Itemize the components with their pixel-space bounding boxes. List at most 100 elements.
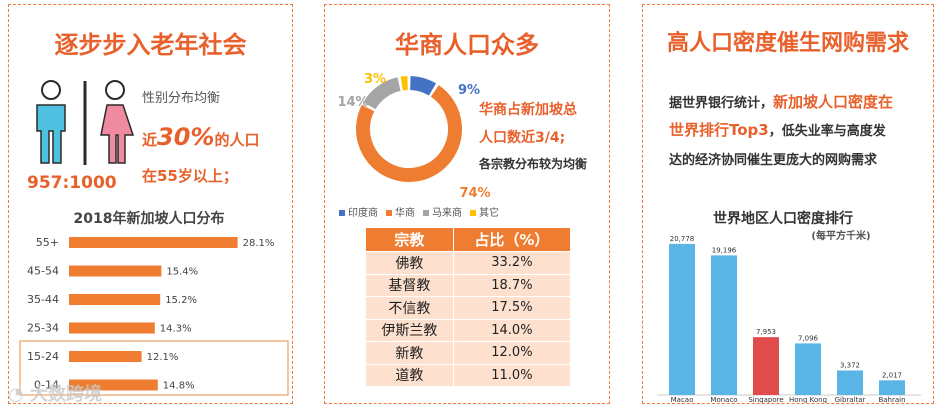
legend-label: 印度商 <box>348 208 378 219</box>
population-value-label: 28.1% <box>243 238 275 249</box>
density-chart-subtitle: (每平方千米) <box>811 229 870 242</box>
legend-swatch <box>339 210 345 216</box>
density-bar <box>669 243 695 395</box>
table-row: 基督教 18.7% <box>365 273 572 297</box>
population-value-label: 14.8% <box>163 381 195 392</box>
legend-label: 其它 <box>479 208 499 219</box>
density-category-label: Macao <box>671 396 694 403</box>
donut-slice <box>400 76 408 91</box>
population-value-label: 14.3% <box>160 324 192 335</box>
legend-item: 印度商 <box>339 204 378 219</box>
table-cell: 12.0% <box>452 341 572 365</box>
density-para-2: 世界排行Top3，低失业率与高度发 <box>669 121 886 139</box>
density-para-1: 据世界银行统计，新加坡人口密度在 <box>669 93 894 111</box>
panel-title-chinese: 华商人口众多 <box>395 31 539 59</box>
population-bar <box>69 351 142 362</box>
population-category-label: 55+ <box>36 236 59 249</box>
donut-slice <box>409 76 437 96</box>
legend-swatch <box>423 210 429 216</box>
density-value-label: 20,778 <box>670 235 695 243</box>
density-chart-title: 世界地区人口密度排行 <box>713 210 853 227</box>
legend-label: 华商 <box>395 208 415 219</box>
density-value-label: 7,096 <box>798 334 819 342</box>
table-cell: 伊斯兰教 <box>365 318 454 342</box>
table-row: 佛教 33.2% <box>365 251 572 275</box>
population-value-label: 12.1% <box>147 352 179 363</box>
chinese-text-3: 各宗教分布较为均衡 <box>479 157 588 171</box>
donut-slice-label: 3% <box>364 72 386 87</box>
population-category-label: 45-54 <box>27 265 59 278</box>
legend-item: 华商 <box>386 204 415 219</box>
table-cell: 33.2% <box>452 251 572 275</box>
density-category-label: Gibraltar <box>835 396 866 403</box>
density-category-label: Hong Kong <box>789 396 827 403</box>
legend-item: 其它 <box>470 204 499 219</box>
table-row: 伊斯兰教 14.0% <box>365 318 572 342</box>
population-chart: 2018年新加坡人口分布 55+ 28.1% 45-54 15.4% 35-44 15.2… <box>19 210 289 396</box>
table-cell: 11.0% <box>452 363 572 387</box>
population-bar <box>69 237 238 248</box>
legend-label: 马来商 <box>432 208 462 219</box>
table-row: 不信教 17.5% <box>365 296 572 320</box>
panel-chinese: 华商人口众多 9% 74% 14% 3% 华商占新加坡总 人口数近3/4; 各宗教分布… <box>324 4 610 404</box>
table-cell: 佛教 <box>365 251 454 275</box>
population-bar <box>69 265 162 277</box>
age-percent: 30% <box>157 123 215 151</box>
donut-legend: 印度商 华商 马来商 其它 <box>339 201 507 220</box>
population-bar <box>69 294 161 305</box>
density-value-label: 3,372 <box>840 361 860 369</box>
population-category-label: 15-24 <box>27 350 59 363</box>
donut-slice-label: 9% <box>458 83 480 98</box>
population-category-label: 35-44 <box>27 293 59 306</box>
religion-table: 宗教 占比（%） 佛教 33.2% 基督教 18.7% 不信教 17.5% 伊斯兰教 1… <box>365 227 572 387</box>
density-bar <box>711 255 737 395</box>
chinese-text-2: 人口数近3/4; <box>479 130 566 146</box>
density-value-label: 7,953 <box>756 328 776 336</box>
table-row: 道教 11.0% <box>365 363 572 387</box>
population-value-label: 15.4% <box>166 267 198 278</box>
panel-title-aging: 逐步步入老年社会 <box>54 31 247 59</box>
male-icon <box>36 80 66 164</box>
age-line-2: 在55岁以上； <box>142 167 238 185</box>
donut-slice <box>356 85 462 182</box>
legend-swatch <box>470 210 476 216</box>
population-bar <box>69 322 155 334</box>
density-bar <box>879 380 905 395</box>
panel-aging: 逐步步入老年社会 957:1000 性别分布均衡 近30%的人口 在55岁以上；… <box>8 4 293 404</box>
panel-density: 高人口密度催生网购需求 据世界银行统计，新加坡人口密度在 世界排行Top3，低失… <box>642 4 934 404</box>
donut-slice <box>363 77 401 110</box>
density-chart: 世界地区人口密度排行 (每平方千米) 20,778 Macao 19,196 Mona… <box>657 210 921 403</box>
donut-slice-label: 14% <box>337 95 368 110</box>
donut-slice-label: 74% <box>459 186 490 201</box>
table-cell: 新教 <box>365 341 454 365</box>
table-cell: 17.5% <box>452 296 572 320</box>
density-bar <box>837 370 863 395</box>
legend-swatch <box>386 210 392 216</box>
density-value-label: 2,017 <box>882 371 902 379</box>
panel-title-density: 高人口密度催生网购需求 <box>666 31 909 56</box>
density-bar <box>753 337 779 395</box>
female-icon <box>100 80 135 164</box>
legend-item: 马来商 <box>423 204 462 219</box>
age-line-1: 近30%的人口 <box>142 123 260 151</box>
table-cell: 14.0% <box>452 318 572 342</box>
population-chart-title: 2018年新加坡人口分布 <box>74 210 225 227</box>
population-value-label: 15.2% <box>165 295 197 306</box>
gender-ratio: 957:1000 <box>27 173 117 193</box>
population-category-label: 25-34 <box>27 322 59 335</box>
table-cell: 道教 <box>365 363 454 387</box>
table-cell: 不信教 <box>365 296 454 320</box>
gender-label: 性别分布均衡 <box>142 91 221 106</box>
density-bar <box>795 343 821 395</box>
share-header: 占比（%） <box>452 227 572 252</box>
watermark: ◔ 大数跨境 <box>8 384 102 405</box>
density-category-label: Bahrain <box>878 396 905 403</box>
density-category-label: Monaco <box>710 396 737 403</box>
density-category-label: Singapore <box>748 396 783 403</box>
chinese-text-1: 华商占新加坡总 <box>479 102 577 118</box>
ethnic-donut-chart: 9% 74% 14% 3% <box>337 72 490 201</box>
table-cell: 18.7% <box>452 273 572 297</box>
density-value-label: 19,196 <box>712 246 737 254</box>
religion-header: 宗教 <box>365 227 454 252</box>
gender-icons <box>36 80 135 165</box>
